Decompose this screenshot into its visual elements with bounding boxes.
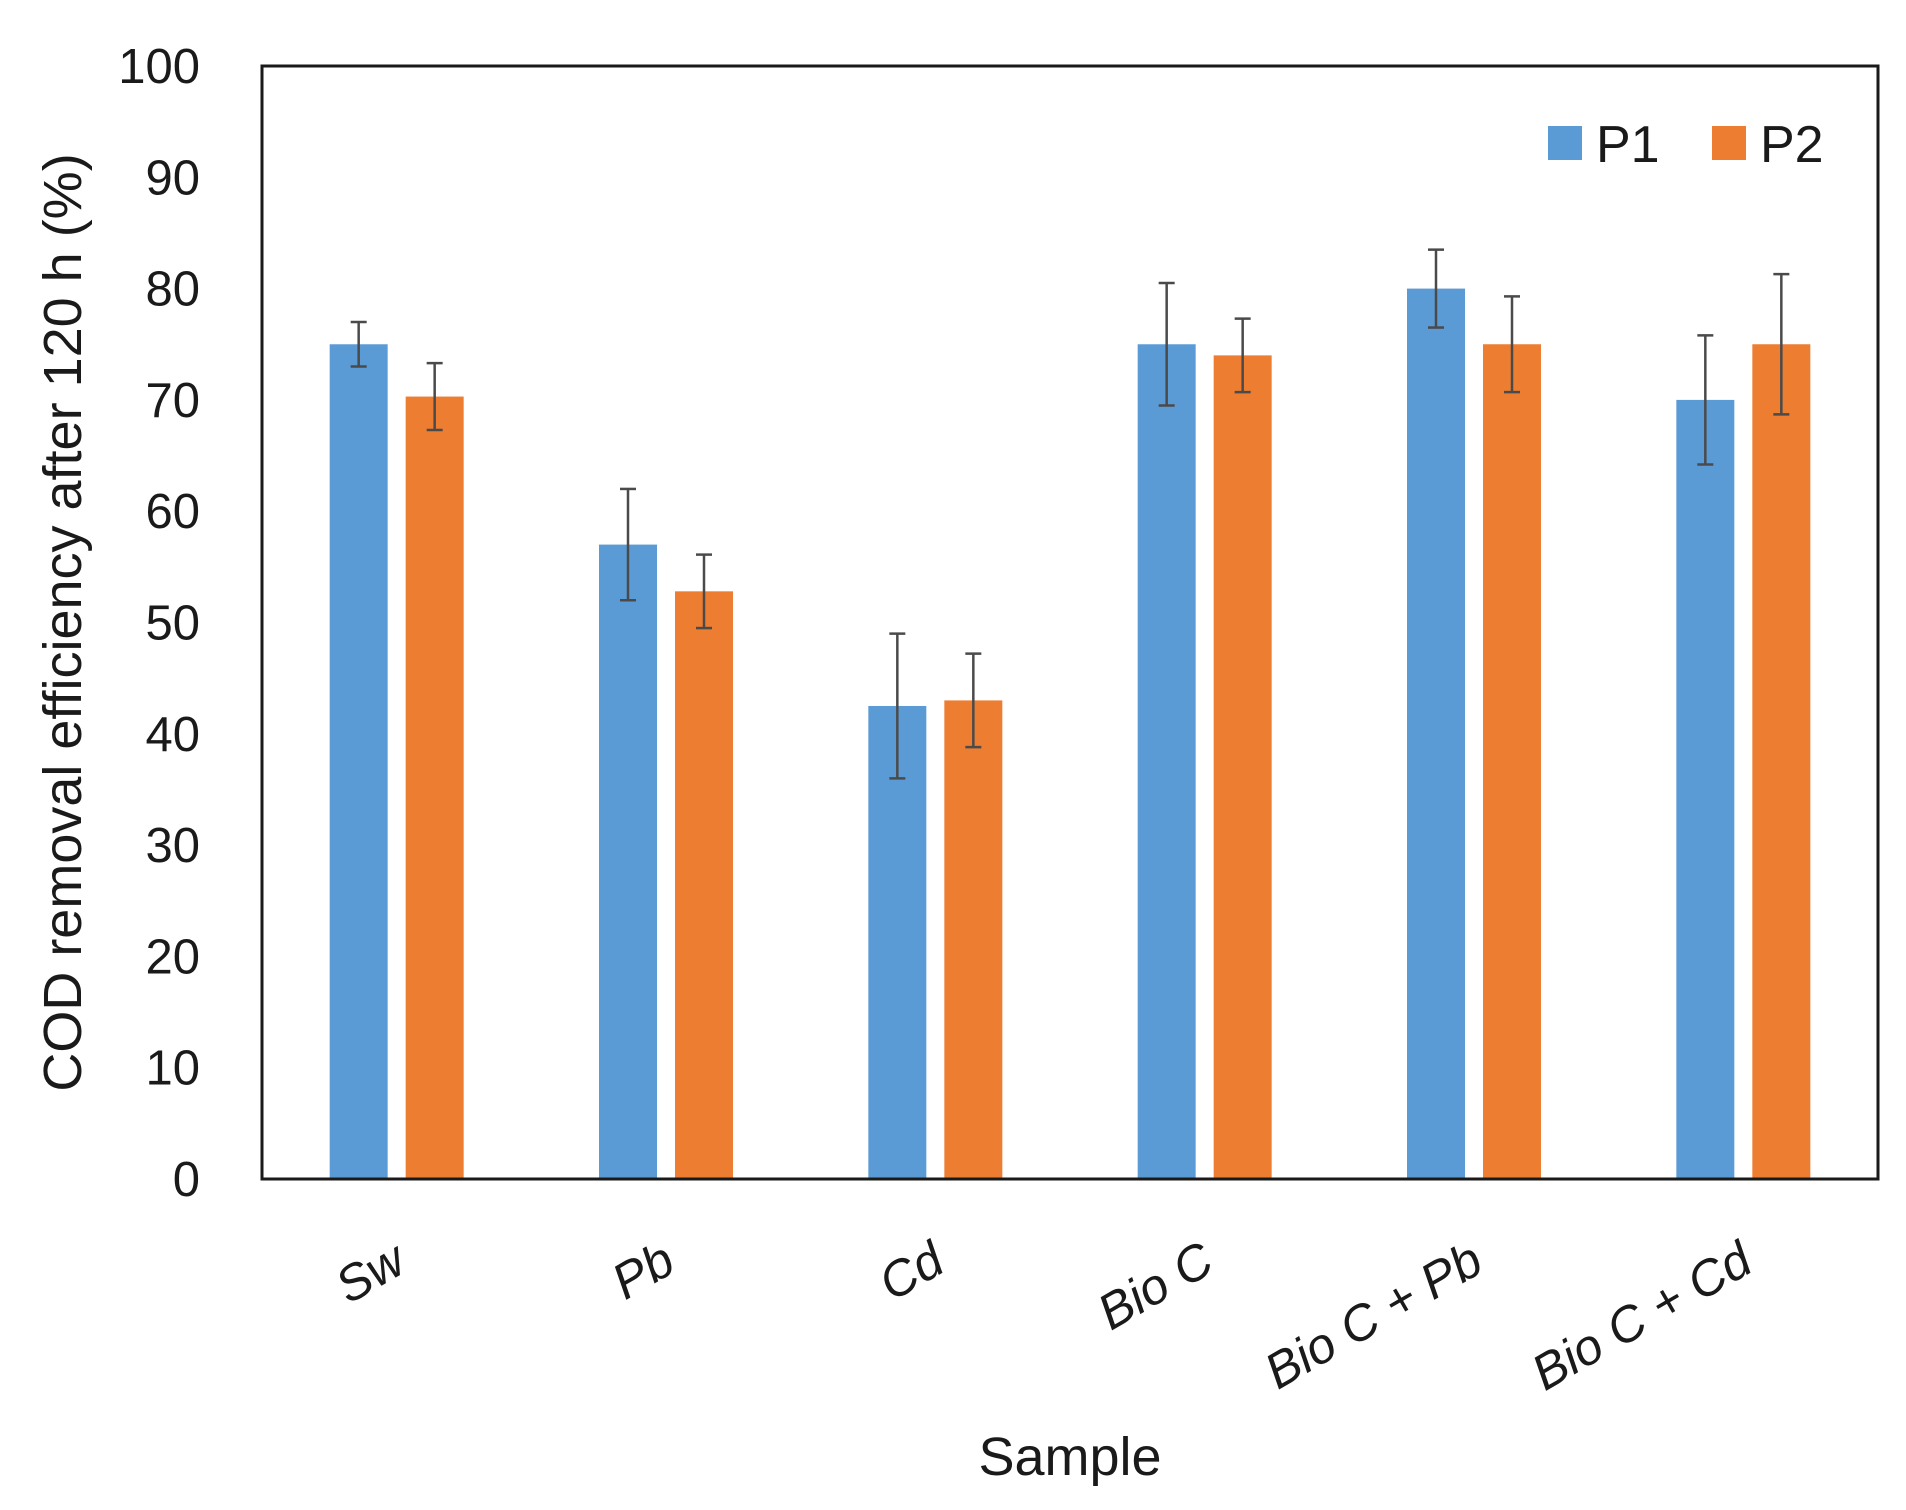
y-tick-label-60: 60: [145, 485, 200, 539]
bar-p2-sw: [405, 396, 464, 1179]
y-tick-label-20: 20: [145, 930, 200, 984]
error-bar-p1-sw: [350, 320, 367, 368]
bar-p1-sw: [329, 344, 388, 1179]
error-bar-p1-cd: [889, 632, 906, 780]
legend-item-p2: P2: [1712, 116, 1824, 174]
y-tick-label-80: 80: [145, 263, 200, 317]
error-bar-p1-bio-c: [1158, 281, 1175, 407]
bar-p1-pb: [599, 544, 657, 1179]
legend-label-p2: P2: [1760, 116, 1824, 174]
bar-p2-cd: [944, 700, 1003, 1179]
x-axis-title: Sample: [978, 1427, 1161, 1487]
plot-frame: [260, 64, 1880, 1181]
bar-p1-cd: [868, 705, 927, 1179]
x-tick-label-bio-c-pb: Bio C + Pb: [1255, 1231, 1491, 1400]
y-tick-label-0: 0: [173, 1153, 200, 1207]
legend: P1 P2: [1548, 116, 1824, 174]
bar-p2-pb: [675, 591, 733, 1179]
bar-p2-bio-c: [1213, 355, 1272, 1179]
y-tick-label-100: 100: [118, 40, 200, 94]
bar-p2-bio-c-cd: [1752, 344, 1811, 1179]
error-bar-p2-sw: [426, 361, 443, 432]
x-tick-label-bio-c-cd: Bio C + Cd: [1522, 1230, 1762, 1401]
y-tick-label-90: 90: [145, 151, 200, 205]
x-tick-label-pb: Pb: [603, 1231, 684, 1310]
legend-swatch-p1: [1548, 126, 1582, 160]
y-tick-label-40: 40: [145, 708, 200, 762]
error-bar-p1-bio-c-pb: [1428, 248, 1444, 329]
error-bar-p1-pb: [620, 487, 636, 602]
y-axis-ticks: 0 10 20 30 40 50 60 70 80 90 100: [118, 40, 200, 1207]
error-bar-p2-bio-c-pb: [1504, 295, 1520, 394]
x-tick-label-sw: Sw: [326, 1230, 417, 1315]
error-bars-layer: [350, 248, 1790, 780]
bar-p2-bio-c-pb: [1483, 344, 1541, 1179]
x-tick-label-cd: Cd: [869, 1230, 954, 1312]
bar-p1-bio-c-cd: [1676, 399, 1735, 1179]
y-axis-title: COD removal efficiency after 120 h (%): [33, 153, 93, 1091]
bars-layer: [329, 288, 1811, 1180]
error-bar-p2-pb: [696, 553, 712, 630]
bar-p1-bio-c-pb: [1407, 288, 1465, 1180]
legend-item-p1: P1: [1548, 116, 1660, 174]
error-bar-p1-bio-c-cd: [1697, 334, 1714, 466]
y-tick-label-10: 10: [145, 1042, 200, 1096]
x-tick-label-bio-c: Bio C: [1088, 1231, 1223, 1341]
bar-p1-bio-c: [1137, 344, 1196, 1179]
legend-swatch-p2: [1712, 126, 1746, 160]
error-bar-p2-bio-c-cd: [1773, 272, 1790, 416]
legend-label-p1: P1: [1596, 116, 1660, 174]
error-bar-p2-bio-c: [1234, 317, 1251, 394]
y-tick-label-30: 30: [145, 819, 200, 873]
y-tick-label-70: 70: [145, 374, 200, 428]
error-bar-p2-cd: [965, 652, 982, 749]
x-axis-category-labels: Sw Pb Cd Bio C Bio C + Pb Bio C + Cd: [326, 1230, 1763, 1402]
y-tick-label-50: 50: [145, 597, 200, 651]
